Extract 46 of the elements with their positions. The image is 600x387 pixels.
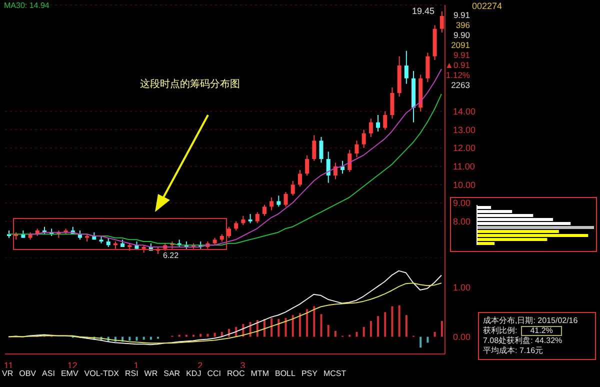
text: 396 xyxy=(456,20,470,30)
text: 2263 xyxy=(451,80,470,90)
text: KDJ xyxy=(186,369,202,378)
text: VOL-TDX xyxy=(84,369,119,378)
text: WR xyxy=(144,369,158,378)
text: ▲0.91 xyxy=(445,60,470,70)
text: MTM xyxy=(250,369,269,378)
text: 获利比例: xyxy=(483,326,518,336)
text: 7.08处获利盘: 44.32% xyxy=(483,336,564,346)
text: PSY xyxy=(301,369,318,378)
y-tick-label: 11.00 xyxy=(453,162,475,172)
gauge-frame: 41.2% xyxy=(521,326,562,336)
text: SAR xyxy=(164,369,180,378)
x-tick-label: 11 xyxy=(4,360,14,370)
text: 9.91 xyxy=(453,10,470,20)
x-tick-label: 12 xyxy=(67,360,78,370)
text: 9.91 xyxy=(453,50,470,60)
text: 平均成本: 7.16元 xyxy=(483,346,544,356)
y-tick-label: 12.00 xyxy=(453,143,476,154)
y-tick-label: 1.00 xyxy=(453,282,471,293)
y-tick-label: 9.00 xyxy=(453,198,471,208)
text: 1.12% xyxy=(446,70,470,80)
annotation: 19.45 xyxy=(412,6,435,16)
text: 002274 xyxy=(472,1,502,11)
y-tick-label: 13.00 xyxy=(453,124,476,135)
y-tick-label: 8.00 xyxy=(453,216,471,227)
text: ASI xyxy=(42,369,55,378)
text: OBV xyxy=(19,369,36,378)
annotation: 6.22 xyxy=(163,251,179,260)
text: MA30: 14.94 xyxy=(4,1,50,10)
text: 2091 xyxy=(451,40,470,50)
text: EMV xyxy=(60,369,78,378)
y-tick-label: 0.00 xyxy=(453,332,471,342)
text: MCST xyxy=(323,369,346,378)
text: ROC xyxy=(226,369,245,378)
text: VR xyxy=(2,369,14,378)
annotation: 这段时点的筹码分布图 xyxy=(140,79,240,90)
y-tick-label: 14.00 xyxy=(453,106,476,117)
text: BOLL xyxy=(274,369,296,378)
y-tick-label: 10.00 xyxy=(453,180,476,190)
text: CCI xyxy=(207,369,221,378)
x-tick-label: 1 xyxy=(134,360,139,370)
text: 成本分布,日期: 2015/02/16 xyxy=(483,316,579,326)
x-tick-label: 2 xyxy=(198,360,203,370)
text: RSI xyxy=(124,369,138,378)
text: 9.90 xyxy=(453,30,470,40)
